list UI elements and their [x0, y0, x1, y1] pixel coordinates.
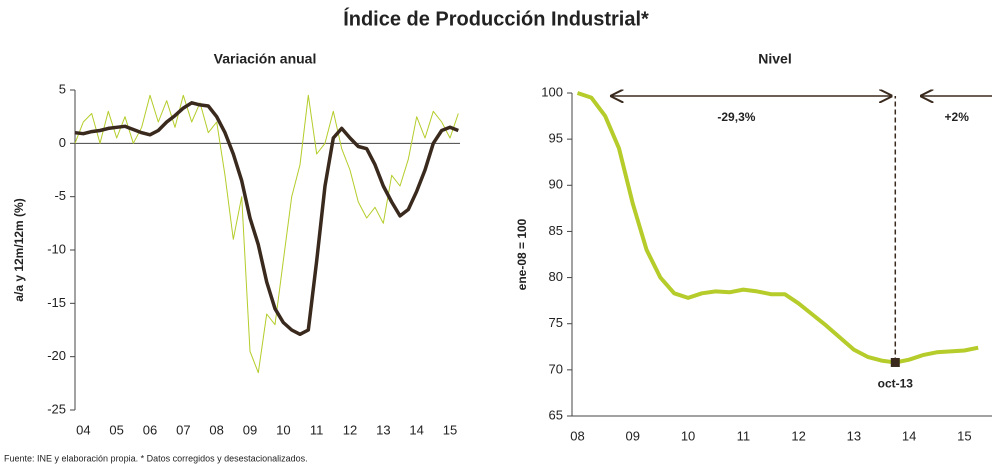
x-tick-label: 14	[409, 422, 423, 437]
annotation: -29,3%	[717, 110, 755, 124]
y-tick-label: 75	[549, 315, 563, 330]
x-tick-label: 12	[343, 422, 357, 437]
y-tick-label: -20	[47, 348, 66, 363]
y-tick-label: -10	[47, 241, 66, 256]
annotation: oct-13	[878, 377, 914, 391]
footnote: Fuente: INE y elaboración propia. * Dato…	[4, 453, 308, 463]
y-tick-label: 70	[549, 361, 563, 376]
x-tick-label: 07	[176, 422, 190, 437]
x-tick-label: 09	[626, 428, 640, 443]
y-tick-label: -15	[47, 295, 66, 310]
chart-title: Variación anual	[214, 51, 317, 67]
x-tick-label: 11	[737, 428, 751, 443]
y-tick-label: 80	[549, 269, 563, 284]
x-tick-label: 11	[310, 422, 324, 437]
y-tick-label: 100	[541, 84, 563, 99]
x-tick-label: 06	[143, 422, 157, 437]
y-tick-label: 95	[549, 131, 563, 146]
line-series	[74, 94, 459, 374]
line-series	[74, 101, 459, 337]
y-axis-label: a/a y 12m/12m (%)	[12, 198, 26, 301]
x-tick-label: 08	[209, 422, 223, 437]
x-tick-label: 12	[791, 428, 805, 443]
y-axis-label: ene-08 = 100	[515, 218, 529, 290]
chart-title: Nivel	[758, 51, 791, 67]
y-tick-label: 5	[59, 81, 66, 96]
x-tick-label: 15	[443, 422, 457, 437]
x-tick-label: 13	[847, 428, 861, 443]
x-tick-label: 09	[243, 422, 257, 437]
x-tick-label: 04	[76, 422, 90, 437]
x-tick-label: 05	[109, 422, 123, 437]
point-marker	[890, 357, 900, 367]
annotation: +2%	[945, 110, 970, 124]
page-title: Índice de Producción Industrial*	[343, 7, 649, 30]
y-tick-label: 0	[59, 135, 66, 150]
y-tick-label: -5	[54, 188, 66, 203]
x-tick-label: 10	[681, 428, 695, 443]
y-tick-label: -25	[47, 401, 66, 416]
x-tick-label: 08	[570, 428, 584, 443]
line-series	[576, 91, 979, 365]
y-tick-label: 85	[549, 223, 563, 238]
x-tick-label: 14	[902, 428, 916, 443]
x-tick-label: 13	[376, 422, 390, 437]
x-tick-label: 15	[957, 428, 971, 443]
y-tick-label: 90	[549, 177, 563, 192]
y-tick-label: 65	[549, 407, 563, 422]
x-tick-label: 10	[276, 422, 290, 437]
